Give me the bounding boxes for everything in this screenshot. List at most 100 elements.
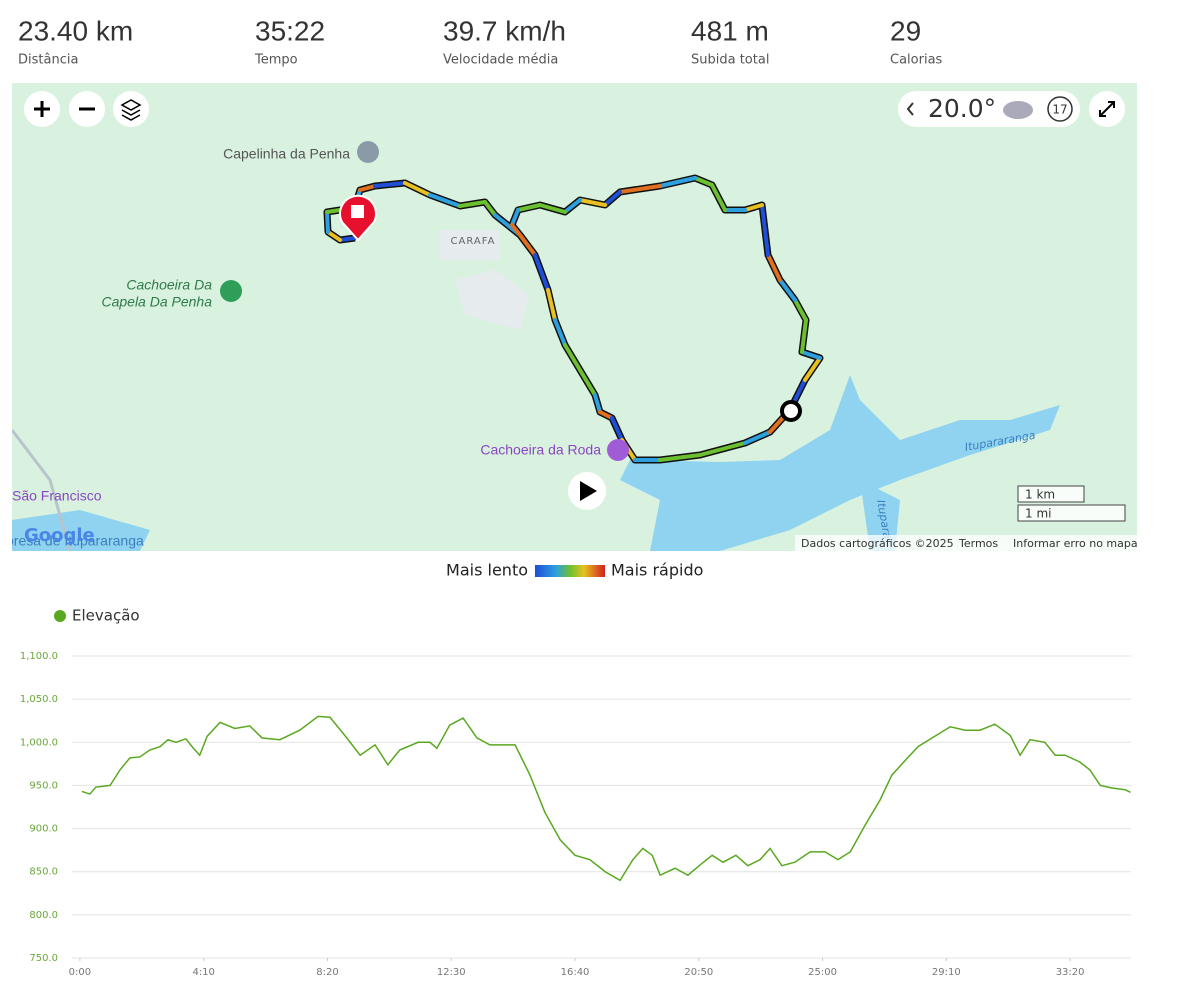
place: presa de Itupararanga — [6, 533, 144, 549]
end-icon — [351, 205, 364, 218]
x-tick-label: 0:00 — [69, 967, 91, 978]
place: CARAFA — [451, 236, 496, 247]
lake — [620, 375, 1060, 551]
stat-value: 39.7 km/h — [443, 15, 566, 46]
road — [12, 429, 72, 551]
route-segment — [743, 203, 764, 212]
route-segment — [428, 193, 462, 208]
route-segment — [778, 278, 797, 302]
route-segment — [563, 343, 582, 372]
x-tick-label: 29:10 — [932, 967, 961, 978]
route-segment — [766, 253, 782, 282]
route-segment — [803, 356, 822, 382]
layers-icon — [120, 99, 142, 121]
route-segment — [546, 288, 557, 322]
route-segment — [483, 200, 497, 217]
route-segment — [618, 184, 662, 194]
stat-label: Distância — [18, 53, 78, 68]
route-segment — [510, 208, 520, 227]
google-logo: Google — [24, 525, 95, 546]
stat-label: Calorias — [890, 53, 943, 68]
route-segment — [373, 181, 407, 188]
route-segment — [516, 203, 542, 212]
place: Capelinha da Penha — [223, 146, 350, 162]
x-tick-label: 4:10 — [192, 967, 214, 978]
place: Cachoeira da Roda — [480, 442, 601, 458]
route-segment — [325, 210, 330, 234]
play-icon — [580, 481, 597, 501]
poi-icon — [220, 280, 242, 302]
speed-legend: Mais lento — [446, 561, 528, 580]
elevation-chart: 750.0 800.0 850.0 900.0 950.0 1,000.0 1,050.0 1… — [20, 607, 1131, 978]
route — [323, 174, 824, 464]
start-marker — [780, 400, 802, 422]
poi-icon — [607, 439, 629, 461]
route-segment — [598, 410, 614, 420]
y-tick-label: 950.0 — [29, 780, 58, 791]
x-tick-label: 20:50 — [684, 967, 713, 978]
elevation-line — [81, 715, 1131, 882]
map-footer[interactable]: Informar erro no mapa — [1013, 537, 1138, 550]
route-segment — [743, 430, 772, 445]
map[interactable]: Capelinha da Penha CARAFA Cachoeira Da C… — [6, 83, 1138, 551]
route-segment — [710, 183, 727, 212]
urban — [440, 230, 530, 330]
speed-legend: Mais rápido — [611, 561, 703, 580]
place: Cachoeira Da — [126, 277, 212, 293]
x-tick-label: 25:00 — [808, 967, 837, 978]
speed-gradient — [535, 565, 605, 577]
route-segment — [658, 176, 697, 188]
map-footer[interactable]: Termos — [958, 537, 998, 550]
poi-icon — [357, 141, 379, 163]
stat-value: 35:22 — [255, 15, 325, 46]
route-segment — [800, 318, 808, 354]
x-tick-label: 33:20 — [1056, 967, 1085, 978]
footer-bg — [795, 535, 1137, 551]
stat-label: Velocidade média — [443, 53, 558, 68]
place: São Francisco — [12, 488, 102, 504]
y-tick-label: 800.0 — [29, 910, 58, 921]
layers-button[interactable] — [113, 91, 149, 127]
x-tick-label: 8:20 — [316, 967, 338, 978]
y-tick-label: 900.0 — [29, 824, 58, 835]
route-segment — [658, 453, 702, 462]
route-segment — [403, 181, 432, 197]
route-segment — [510, 223, 522, 237]
route-segment — [563, 198, 582, 214]
plus-icon — [34, 101, 50, 117]
route-segment — [593, 393, 602, 414]
fullscreen-icon — [1099, 101, 1115, 117]
route-segment — [693, 176, 714, 187]
x-tick-label: 16:40 — [561, 967, 590, 978]
legend-label: Elevação — [72, 607, 140, 625]
place: Capela Da Penha — [101, 294, 212, 310]
chevron — [906, 102, 914, 116]
route-segment — [578, 198, 607, 207]
stats: 23.40 km Distância 35:22 Tempo 39.7 km/h Velo… — [18, 15, 943, 67]
wind-icon — [1047, 96, 1073, 122]
route-segment — [326, 230, 342, 242]
route-segment — [325, 208, 342, 214]
stat-label: Tempo — [254, 53, 298, 68]
route-segment — [698, 441, 747, 457]
x-tick-label: 12:30 — [437, 967, 466, 978]
temperature: 20.0° — [928, 94, 996, 123]
route-segment — [518, 233, 537, 257]
weather-panel[interactable] — [898, 91, 1080, 127]
route-segment — [458, 200, 487, 208]
route-segment — [533, 253, 550, 292]
scale-bar — [1017, 485, 1085, 503]
wind-speed: 17 — [1052, 103, 1067, 117]
lake — [860, 480, 900, 551]
y-tick-label: 850.0 — [29, 867, 58, 878]
map-bg — [12, 83, 1137, 551]
route-segment — [338, 236, 357, 242]
route-segment — [538, 203, 567, 214]
y-tick-label: 1,050.0 — [20, 694, 58, 705]
stat-label: Subida total — [691, 53, 769, 68]
route-segment — [603, 190, 622, 207]
legend-marker — [54, 610, 66, 622]
scale-label: 1 mi — [1025, 507, 1051, 521]
